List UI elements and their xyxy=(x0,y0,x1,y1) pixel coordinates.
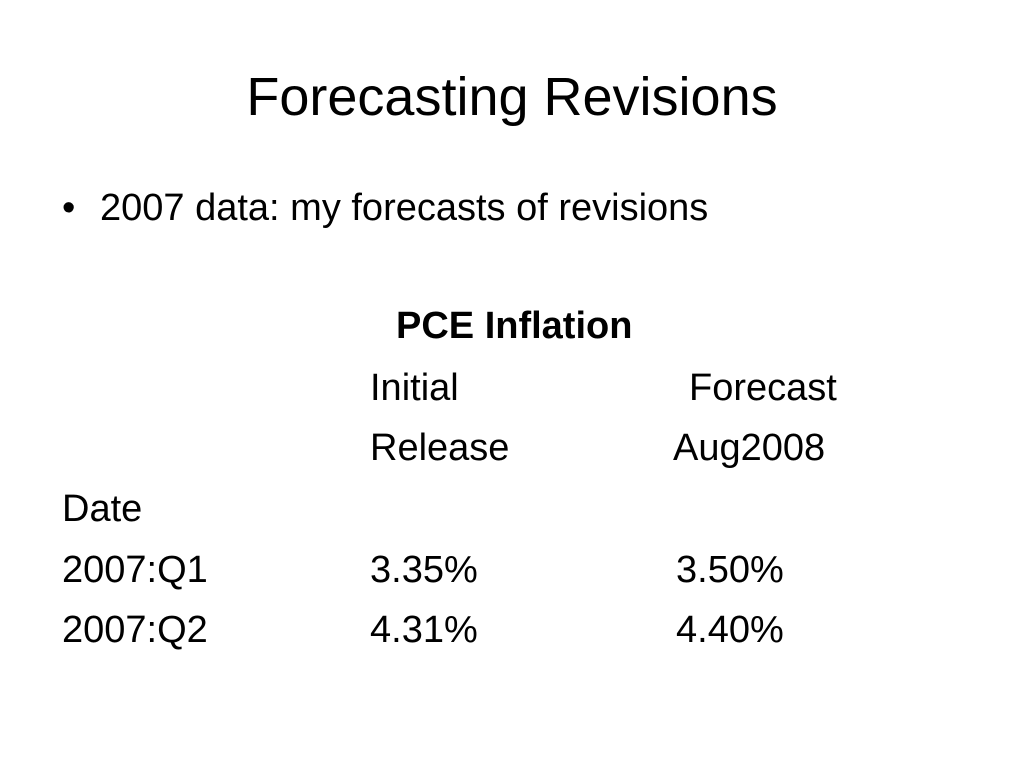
bullet-marker: • xyxy=(62,187,76,229)
row-initial-value: 4.31% xyxy=(370,609,478,651)
row-date: 2007:Q2 xyxy=(62,609,208,651)
row-forecast-value: 3.50% xyxy=(676,549,784,591)
row-date: 2007:Q1 xyxy=(62,549,208,591)
column-header-initial-line1: Initial xyxy=(370,367,459,409)
table-title: PCE Inflation xyxy=(396,305,633,347)
column-header-initial-line2: Release xyxy=(370,427,510,469)
row-header-date: Date xyxy=(62,488,143,530)
row-forecast-value: 4.40% xyxy=(676,609,784,651)
bullet-item: • 2007 data: my forecasts of revisions xyxy=(62,186,708,230)
slide-title: Forecasting Revisions xyxy=(246,67,778,127)
bullet-text: 2007 data: my forecasts of revisions xyxy=(100,187,709,229)
column-header-forecast-line2: Aug2008 xyxy=(673,427,826,469)
column-header-forecast-line1: Forecast xyxy=(689,367,837,409)
row-initial-value: 3.35% xyxy=(370,549,478,591)
